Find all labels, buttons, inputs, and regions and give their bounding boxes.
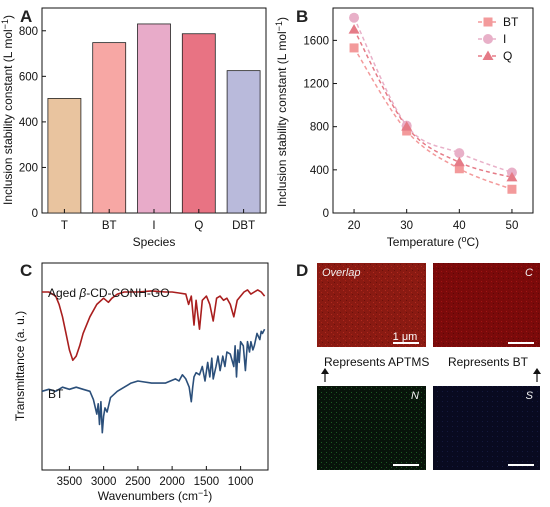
bar-t (47, 98, 82, 214)
panel-letter-d: D (296, 261, 308, 280)
legend-marker-bt (483, 17, 493, 27)
scale-bar-n (393, 464, 419, 466)
x-tick-label-dbt: DBT (232, 220, 255, 232)
x-tick-label-c: 1000 (228, 476, 254, 488)
point-q-50 (506, 171, 518, 182)
spectrum-bt (41, 328, 266, 434)
point-q-30 (401, 121, 413, 131)
scatter-chart-panel-b: 0 400 800 1200 1600 20 30 40 50 BT IQ Temperatur… (274, 7, 534, 249)
panel-letter-c: C (20, 261, 32, 280)
y-tick-label-b: 1600 (303, 35, 329, 47)
spectrum-aged-go (42, 289, 266, 362)
x-tick-label-c: 3000 (91, 476, 117, 488)
y-axis-ticks-b: 0 400 800 1200 1600 (303, 35, 337, 220)
point-q-40 (453, 156, 465, 167)
y-tick-label-a: 200 (19, 162, 38, 174)
x-axis-label-a: Species (133, 235, 176, 249)
x-axis-label-b: Temperature (oC) (387, 234, 479, 249)
bar-dbt (226, 70, 261, 214)
image-label-s: S (526, 390, 534, 402)
x-tick-label-b: 40 (453, 220, 466, 232)
y-axis-label-c: Transmittance (a. u.) (13, 311, 27, 421)
point-bt-20 (349, 43, 359, 53)
eds-image-c (433, 263, 540, 347)
point-q-20 (348, 24, 360, 34)
y-tick-label-a: 600 (19, 71, 38, 83)
eds-image-n (317, 386, 426, 470)
x-tick-label-b: 20 (348, 220, 361, 232)
x-tick-label-c: 3500 (57, 476, 83, 488)
point-i-20 (349, 12, 360, 23)
y-tick-label-a: 400 (19, 117, 38, 129)
x-axis-ticks-b: 20 30 40 50 (348, 209, 519, 232)
x-axis-ticks-a: T BT I Q DBT (61, 209, 255, 232)
scale-bar-overlap (393, 342, 419, 344)
bar-q (181, 33, 216, 214)
eds-image-s (433, 386, 540, 470)
image-label-n: N (411, 390, 419, 402)
y-tick-label-a: 800 (19, 26, 38, 38)
plot-frame-c (41, 262, 269, 471)
fit-line-q (353, 29, 513, 179)
y-tick-label-b: 400 (310, 165, 329, 177)
fit-lines-b (353, 17, 513, 190)
scale-bar-s (508, 464, 534, 466)
bar-bt (92, 42, 127, 214)
x-tick-label-b: 50 (506, 220, 519, 232)
y-tick-label-b: 0 (323, 208, 329, 220)
fit-line-bt (353, 47, 513, 190)
data-points-b (348, 12, 518, 194)
x-tick-label-t: T (61, 220, 68, 232)
represents-bt-label: Represents BT (448, 355, 529, 369)
bar-chart-panel-a: 0 200 400 600 800 T BT I Q DBT Species Inclusion… (0, 7, 267, 249)
scale-bar-label: 1 μm (393, 331, 418, 343)
y-axis-label-a: Inclusion stability constant (L mol−1) (0, 15, 15, 205)
legend-b: BT IQ (478, 15, 519, 63)
x-tick-label-q: Q (194, 220, 203, 232)
legend-label-bt: BT (503, 15, 519, 29)
legend-marker-q (482, 50, 494, 60)
x-axis-ticks-c: 3500 3000 2500 2000 1500 1000 (57, 466, 254, 488)
eds-map-panel-d: Overlap C N S 1 μm Represents APTMS Repr… (317, 263, 541, 470)
x-tick-label-bt: BT (102, 220, 117, 232)
series-label-aged: Aged β-CD-CONH-GO (48, 286, 170, 300)
y-tick-label-b: 800 (310, 122, 329, 134)
fit-line-i (353, 17, 513, 174)
y-axis-ticks-a: 0 200 400 600 800 (19, 26, 46, 220)
image-label-c: C (525, 267, 533, 279)
y-tick-label-b: 1200 (303, 79, 329, 91)
plot-frame-b (332, 7, 534, 214)
scale-bar-c (508, 342, 534, 344)
x-axis-label-c: Wavenumbers (cm−1) (98, 488, 213, 503)
bars-a (47, 23, 261, 214)
y-axis-label-b: Inclusion stability constant (L mol−1) (274, 17, 289, 207)
represents-aptms-label: Represents APTMS (324, 355, 429, 369)
y-tick-label-a: 0 (32, 208, 38, 220)
spectra-c (41, 289, 266, 434)
up-arrow-right-icon (533, 368, 541, 382)
x-tick-label-c: 1500 (194, 476, 220, 488)
legend-marker-i (483, 34, 493, 44)
line-chart-panel-c: 3500 3000 2500 2000 1500 1000 Aged β-CD-CONH-… (13, 262, 269, 503)
eds-image-overlap (317, 263, 426, 347)
point-bt-50 (507, 184, 517, 194)
series-label-bt: BT (48, 387, 64, 401)
image-label-overlap: Overlap (322, 267, 361, 279)
bar-i (137, 23, 171, 214)
panel-letter-a: A (20, 7, 32, 26)
x-tick-label-b: 30 (400, 220, 413, 232)
point-bt-30 (402, 126, 412, 136)
x-tick-label-i: I (152, 220, 155, 232)
point-i-40 (454, 148, 465, 159)
panel-letter-b: B (296, 7, 308, 26)
point-bt-40 (454, 164, 464, 174)
x-tick-label-c: 2500 (125, 476, 151, 488)
legend-label-q: Q (503, 49, 512, 63)
legend-label-i: I (503, 32, 506, 46)
x-tick-label-c: 2000 (159, 476, 185, 488)
up-arrow-left-icon (321, 368, 329, 382)
